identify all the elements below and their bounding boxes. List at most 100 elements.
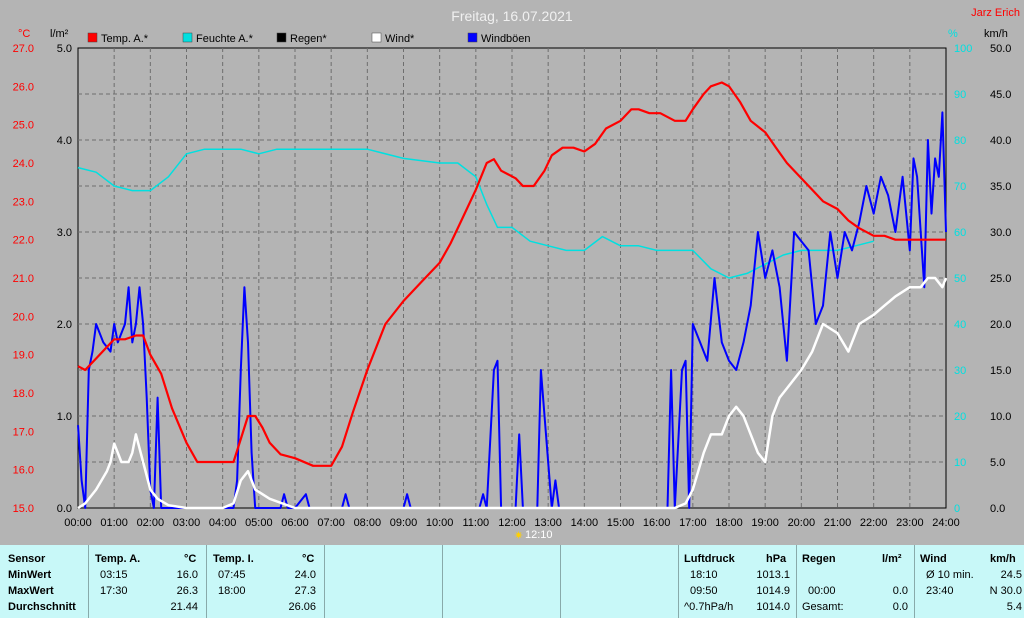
- wind-tick-label: 45.0: [990, 89, 1011, 101]
- x-tick-label: 13:00: [534, 517, 562, 529]
- temp-i-average: 26.06: [288, 601, 316, 613]
- legend-label: Wind*: [385, 33, 415, 45]
- legend-label: Feuchte A.*: [196, 33, 254, 45]
- row-label-min: MinWert: [8, 569, 52, 581]
- rain-unit: l/m²: [882, 553, 902, 565]
- rain-total-label: Gesamt:: [802, 601, 844, 613]
- temp-a-max-value: 26.3: [176, 585, 198, 597]
- temp-i-max-time: 18:00: [218, 585, 246, 597]
- pressure-min-value: 1013.1: [756, 569, 790, 581]
- rain-max-time: 00:00: [808, 585, 836, 597]
- wind-avg10-value: 24.5: [1000, 569, 1022, 581]
- wind-tick-label: 25.0: [990, 273, 1011, 285]
- legend-swatch: [182, 32, 193, 43]
- legend-swatch: [87, 32, 98, 43]
- rain-tick-label: 5.0: [57, 43, 72, 55]
- rain-tick-label: 3.0: [57, 227, 72, 239]
- temp-tick-label: 19.0: [13, 350, 34, 362]
- temp-a-average: 21.44: [170, 601, 198, 613]
- temp-tick-label: 25.0: [13, 120, 34, 132]
- temp-i-min-value: 24.0: [294, 569, 316, 581]
- rain-tick-label: 0.0: [57, 503, 72, 515]
- series-line-wind: [77, 276, 948, 510]
- wind-avg10-label: Ø 10 min.: [926, 569, 974, 581]
- legend-swatch: [371, 32, 382, 43]
- rain-tick-label: 4.0: [57, 135, 72, 147]
- rain-axis-unit: l/m²: [50, 28, 69, 40]
- wind-header: Wind: [920, 553, 947, 565]
- temp-i-max-value: 27.3: [294, 585, 316, 597]
- x-tick-label: 12:00: [498, 517, 526, 529]
- x-tick-label: 09:00: [390, 517, 418, 529]
- temp-i-unit: °C: [302, 553, 315, 565]
- row-label-avg: Durchschnitt: [8, 601, 76, 613]
- rain-max-value: 0.0: [892, 585, 908, 597]
- wind-tick-label: 30.0: [990, 227, 1011, 239]
- rain-tick-label: 2.0: [57, 319, 72, 331]
- pressure-min-time: 18:10: [690, 569, 718, 581]
- humidity-tick-label: 80: [954, 135, 966, 147]
- x-tick-label: 05:00: [245, 517, 273, 529]
- divider: [442, 545, 443, 618]
- x-tick-label: 18:00: [715, 517, 743, 529]
- wind-tick-label: 50.0: [990, 43, 1011, 55]
- pressure-average: 1014.0: [756, 601, 790, 613]
- divider: [796, 545, 797, 618]
- wind-tick-label: 40.0: [990, 135, 1011, 147]
- divider: [560, 545, 561, 618]
- temp-i-min-time: 07:45: [218, 569, 246, 581]
- wind-tick-label: 10.0: [990, 411, 1011, 423]
- humidity-tick-label: 40: [954, 319, 966, 331]
- wind-tick-label: 0.0: [990, 503, 1005, 515]
- temp-tick-label: 17.0: [13, 426, 34, 438]
- x-tick-label: 07:00: [317, 517, 345, 529]
- humidity-tick-label: 20: [954, 411, 966, 423]
- series-line-feuchte-a: [77, 148, 874, 279]
- x-tick-label: 15:00: [607, 517, 635, 529]
- statistics-panel: Sensor MinWert MaxWert Durchschnitt Temp…: [0, 545, 1024, 618]
- x-tick-label: 06:00: [281, 517, 309, 529]
- x-tick-label: 22:00: [860, 517, 888, 529]
- humidity-tick-label: 50: [954, 273, 966, 285]
- temp-tick-label: 16.0: [13, 465, 34, 477]
- wind-axis-unit: km/h: [984, 28, 1008, 40]
- temp-a-max-time: 17:30: [100, 585, 128, 597]
- legend-label: Temp. A.*: [101, 33, 149, 45]
- sun-marker: ✷ 12:10: [514, 529, 553, 540]
- chart-axes: °C 15.0 16.0 17.0 18.0 19.0 20.0 21.0 22.0 23.0 24…: [13, 28, 1012, 529]
- divider: [914, 545, 915, 618]
- wind-tick-label: 5.0: [990, 457, 1005, 469]
- legend: Temp. A.* Feuchte A.* Regen* Wind* Windböen: [87, 32, 531, 45]
- x-tick-label: 02:00: [137, 517, 165, 529]
- x-tick-label: 10:00: [426, 517, 454, 529]
- temp-a-min-value: 16.0: [176, 569, 198, 581]
- humidity-tick-label: 30: [954, 365, 966, 377]
- grid-lines: [77, 47, 947, 509]
- rain-tick-label: 1.0: [57, 411, 72, 423]
- wind-tick-label: 20.0: [990, 319, 1011, 331]
- temp-a-unit: °C: [184, 553, 197, 565]
- temp-a-min-time: 03:15: [100, 569, 128, 581]
- pressure-unit: hPa: [766, 553, 787, 565]
- pressure-max-time: 09:50: [690, 585, 718, 597]
- rain-total-value: 0.0: [892, 601, 908, 613]
- series-line-temp-a: [77, 81, 946, 467]
- humidity-tick-label: 90: [954, 89, 966, 101]
- x-tick-label: 20:00: [788, 517, 816, 529]
- weather-chart: Freitag, 16.07.2021 Jarz Erich °C 15.0 16.…: [12, 7, 1020, 540]
- sun-icon: ✷: [514, 529, 523, 540]
- temp-a-header: Temp. A.: [95, 553, 141, 565]
- data-series: [77, 81, 948, 510]
- temp-tick-label: 23.0: [13, 196, 34, 208]
- temp-tick-label: 22.0: [13, 235, 34, 247]
- divider: [678, 545, 679, 618]
- humidity-tick-label: 10: [954, 457, 966, 469]
- legend-label: Regen*: [290, 33, 327, 45]
- temp-tick-label: 18.0: [13, 388, 34, 400]
- x-tick-label: 03:00: [173, 517, 201, 529]
- x-tick-label: 23:00: [896, 517, 924, 529]
- wind-unit: km/h: [990, 553, 1016, 565]
- divider: [206, 545, 207, 618]
- temp-axis-unit: °C: [18, 28, 30, 40]
- x-tick-label: 04:00: [209, 517, 237, 529]
